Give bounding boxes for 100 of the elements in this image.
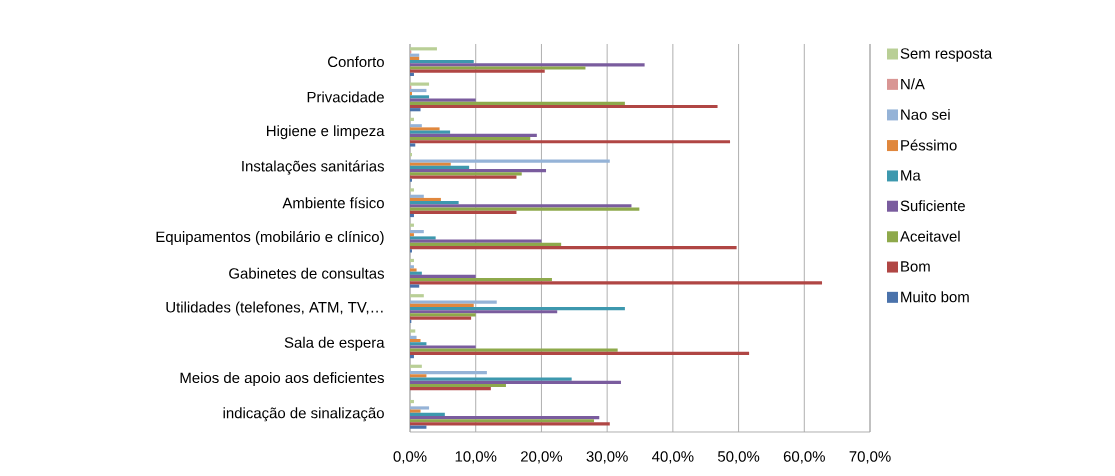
legend-label: N/A <box>901 78 925 90</box>
bar <box>410 242 562 246</box>
bar <box>410 63 645 67</box>
y-tick-label: indicação de sinalização <box>223 407 384 422</box>
bar <box>410 136 531 141</box>
x-tick-label: 20,0% <box>521 451 563 464</box>
bar <box>410 210 517 214</box>
bar <box>410 303 474 307</box>
bar <box>410 233 414 237</box>
bar <box>410 165 470 170</box>
bar <box>410 371 487 375</box>
bar <box>410 169 547 173</box>
bar <box>410 406 430 410</box>
bar <box>410 197 441 202</box>
bar <box>410 415 600 420</box>
y-tick-label: Sala de espera <box>284 336 385 351</box>
y-tick-label: Equipamentos (mobilário e clínico) <box>156 230 384 246</box>
y-tick-label: Privacidade <box>307 91 384 103</box>
legend-label: Aceitavel <box>900 230 960 242</box>
bar <box>410 355 414 359</box>
bar <box>410 143 416 147</box>
bar <box>410 229 424 234</box>
bar <box>410 245 737 250</box>
bar <box>410 300 497 304</box>
bar <box>410 204 632 208</box>
bar <box>410 159 610 163</box>
bar <box>410 383 506 388</box>
bar <box>410 409 421 413</box>
y-tick-label: Instalações sanitárias <box>242 160 384 175</box>
bar <box>410 274 476 279</box>
bar <box>410 82 430 86</box>
legend-label: Sem resposta <box>900 48 993 62</box>
bar <box>410 117 414 121</box>
y-tick-label: Meios de apoio aos deficientes <box>180 372 384 387</box>
legend-label: Muito bom <box>901 291 969 303</box>
bar <box>410 207 640 211</box>
x-tick-label: 0,0% <box>393 451 427 464</box>
bar <box>410 69 545 73</box>
legend-label: Nao sei <box>901 108 950 120</box>
bar <box>410 101 625 105</box>
bar <box>410 278 552 282</box>
legend-label: Suficiente <box>900 200 965 212</box>
x-tick-label: 40,0% <box>652 451 694 464</box>
y-tick-label: Gabinetes de consultas <box>229 267 384 279</box>
y-tick-label: Ambiente físico <box>282 197 384 209</box>
bar <box>410 335 417 340</box>
bar <box>410 310 558 314</box>
bar <box>410 140 731 144</box>
bar <box>410 66 586 70</box>
bar <box>410 104 718 109</box>
bar <box>410 306 625 311</box>
bar <box>410 380 621 384</box>
bar <box>410 348 618 352</box>
bar <box>410 374 427 378</box>
bar <box>410 313 476 317</box>
bar <box>410 364 422 368</box>
bar <box>410 201 459 205</box>
x-tick-label: 60,0% <box>783 451 825 464</box>
bar <box>410 377 572 381</box>
bar <box>410 127 440 131</box>
bar <box>410 412 445 416</box>
bar <box>410 284 420 288</box>
bar <box>410 47 437 51</box>
bar <box>410 162 451 166</box>
bar <box>410 239 542 243</box>
bar <box>410 60 474 64</box>
bar <box>410 399 414 404</box>
bar <box>410 175 517 179</box>
x-tick-label: 70,0% <box>849 451 891 464</box>
x-tick-label: 10,0% <box>455 451 497 464</box>
x-tick-label: 30,0% <box>586 451 628 464</box>
bar <box>410 294 424 298</box>
bar <box>410 95 430 99</box>
bar <box>410 53 420 57</box>
bar <box>410 72 414 77</box>
bar <box>410 419 595 423</box>
bar <box>410 351 750 356</box>
bar <box>410 194 424 198</box>
bar <box>410 133 537 137</box>
bar <box>410 422 610 426</box>
bar <box>410 345 476 349</box>
bar <box>410 236 436 240</box>
bar <box>410 342 427 346</box>
bar <box>410 124 422 128</box>
y-tick-label: Higiene e limpeza <box>267 125 385 140</box>
bar <box>410 108 421 112</box>
bar <box>410 387 491 391</box>
y-tick-label: Utilidades (telefones, ATM, TV,… <box>166 301 383 316</box>
bar <box>410 56 420 61</box>
bar <box>410 223 414 227</box>
bar <box>410 213 414 218</box>
bar <box>410 316 472 320</box>
bar <box>410 88 427 93</box>
x-tick-label: 50,0% <box>717 451 760 464</box>
bar <box>410 172 522 176</box>
y-tick-label: Conforto <box>328 56 384 68</box>
legend-label: Péssimo <box>901 139 957 151</box>
bar <box>410 329 416 333</box>
legend-label: Ma <box>901 170 921 181</box>
bar <box>410 130 451 134</box>
